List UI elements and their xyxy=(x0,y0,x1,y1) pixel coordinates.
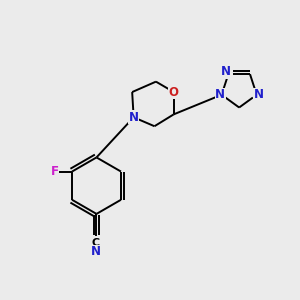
Text: N: N xyxy=(254,88,264,101)
Text: O: O xyxy=(169,85,179,98)
Text: N: N xyxy=(215,88,225,101)
Text: C: C xyxy=(92,238,100,248)
Text: N: N xyxy=(221,65,231,78)
Text: F: F xyxy=(51,165,59,178)
Text: N: N xyxy=(91,245,101,258)
Text: N: N xyxy=(129,111,139,124)
